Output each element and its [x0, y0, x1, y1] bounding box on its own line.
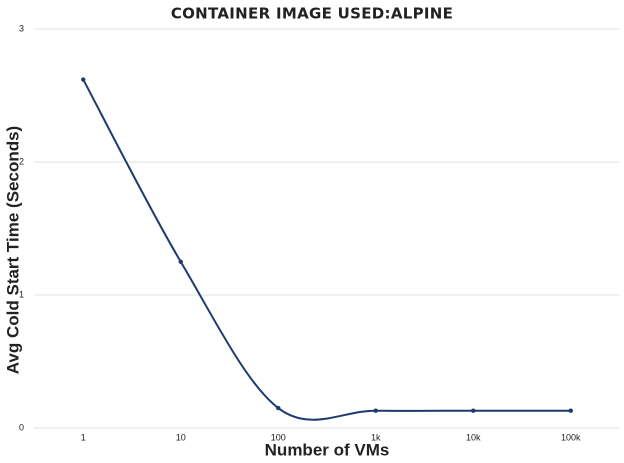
point — [81, 77, 86, 82]
x-tick-label: 10 — [176, 432, 186, 442]
y-axis-label: Avg Cold Start Time (Seconds) — [3, 126, 22, 374]
point — [178, 259, 183, 264]
y-tick-label: 2 — [19, 156, 24, 166]
y-tick-label: 3 — [19, 23, 24, 33]
x-axis-label: Number of VMs — [265, 440, 390, 459]
x-tick-label: 100k — [561, 432, 581, 442]
x-tick-label: 10k — [466, 432, 481, 442]
x-tick-label: 1 — [81, 432, 86, 442]
line — [82, 79, 571, 421]
y-tick-label: 0 — [19, 422, 24, 432]
point — [471, 408, 476, 413]
point — [373, 408, 378, 413]
chart-title: CONTAINER IMAGE USED:ALPINE — [171, 5, 453, 23]
y-tick-label: 1 — [19, 289, 24, 299]
point — [568, 408, 573, 413]
point — [276, 405, 281, 411]
x-tick-label: 1k — [371, 432, 381, 442]
x-tick-label: 100 — [271, 432, 286, 442]
